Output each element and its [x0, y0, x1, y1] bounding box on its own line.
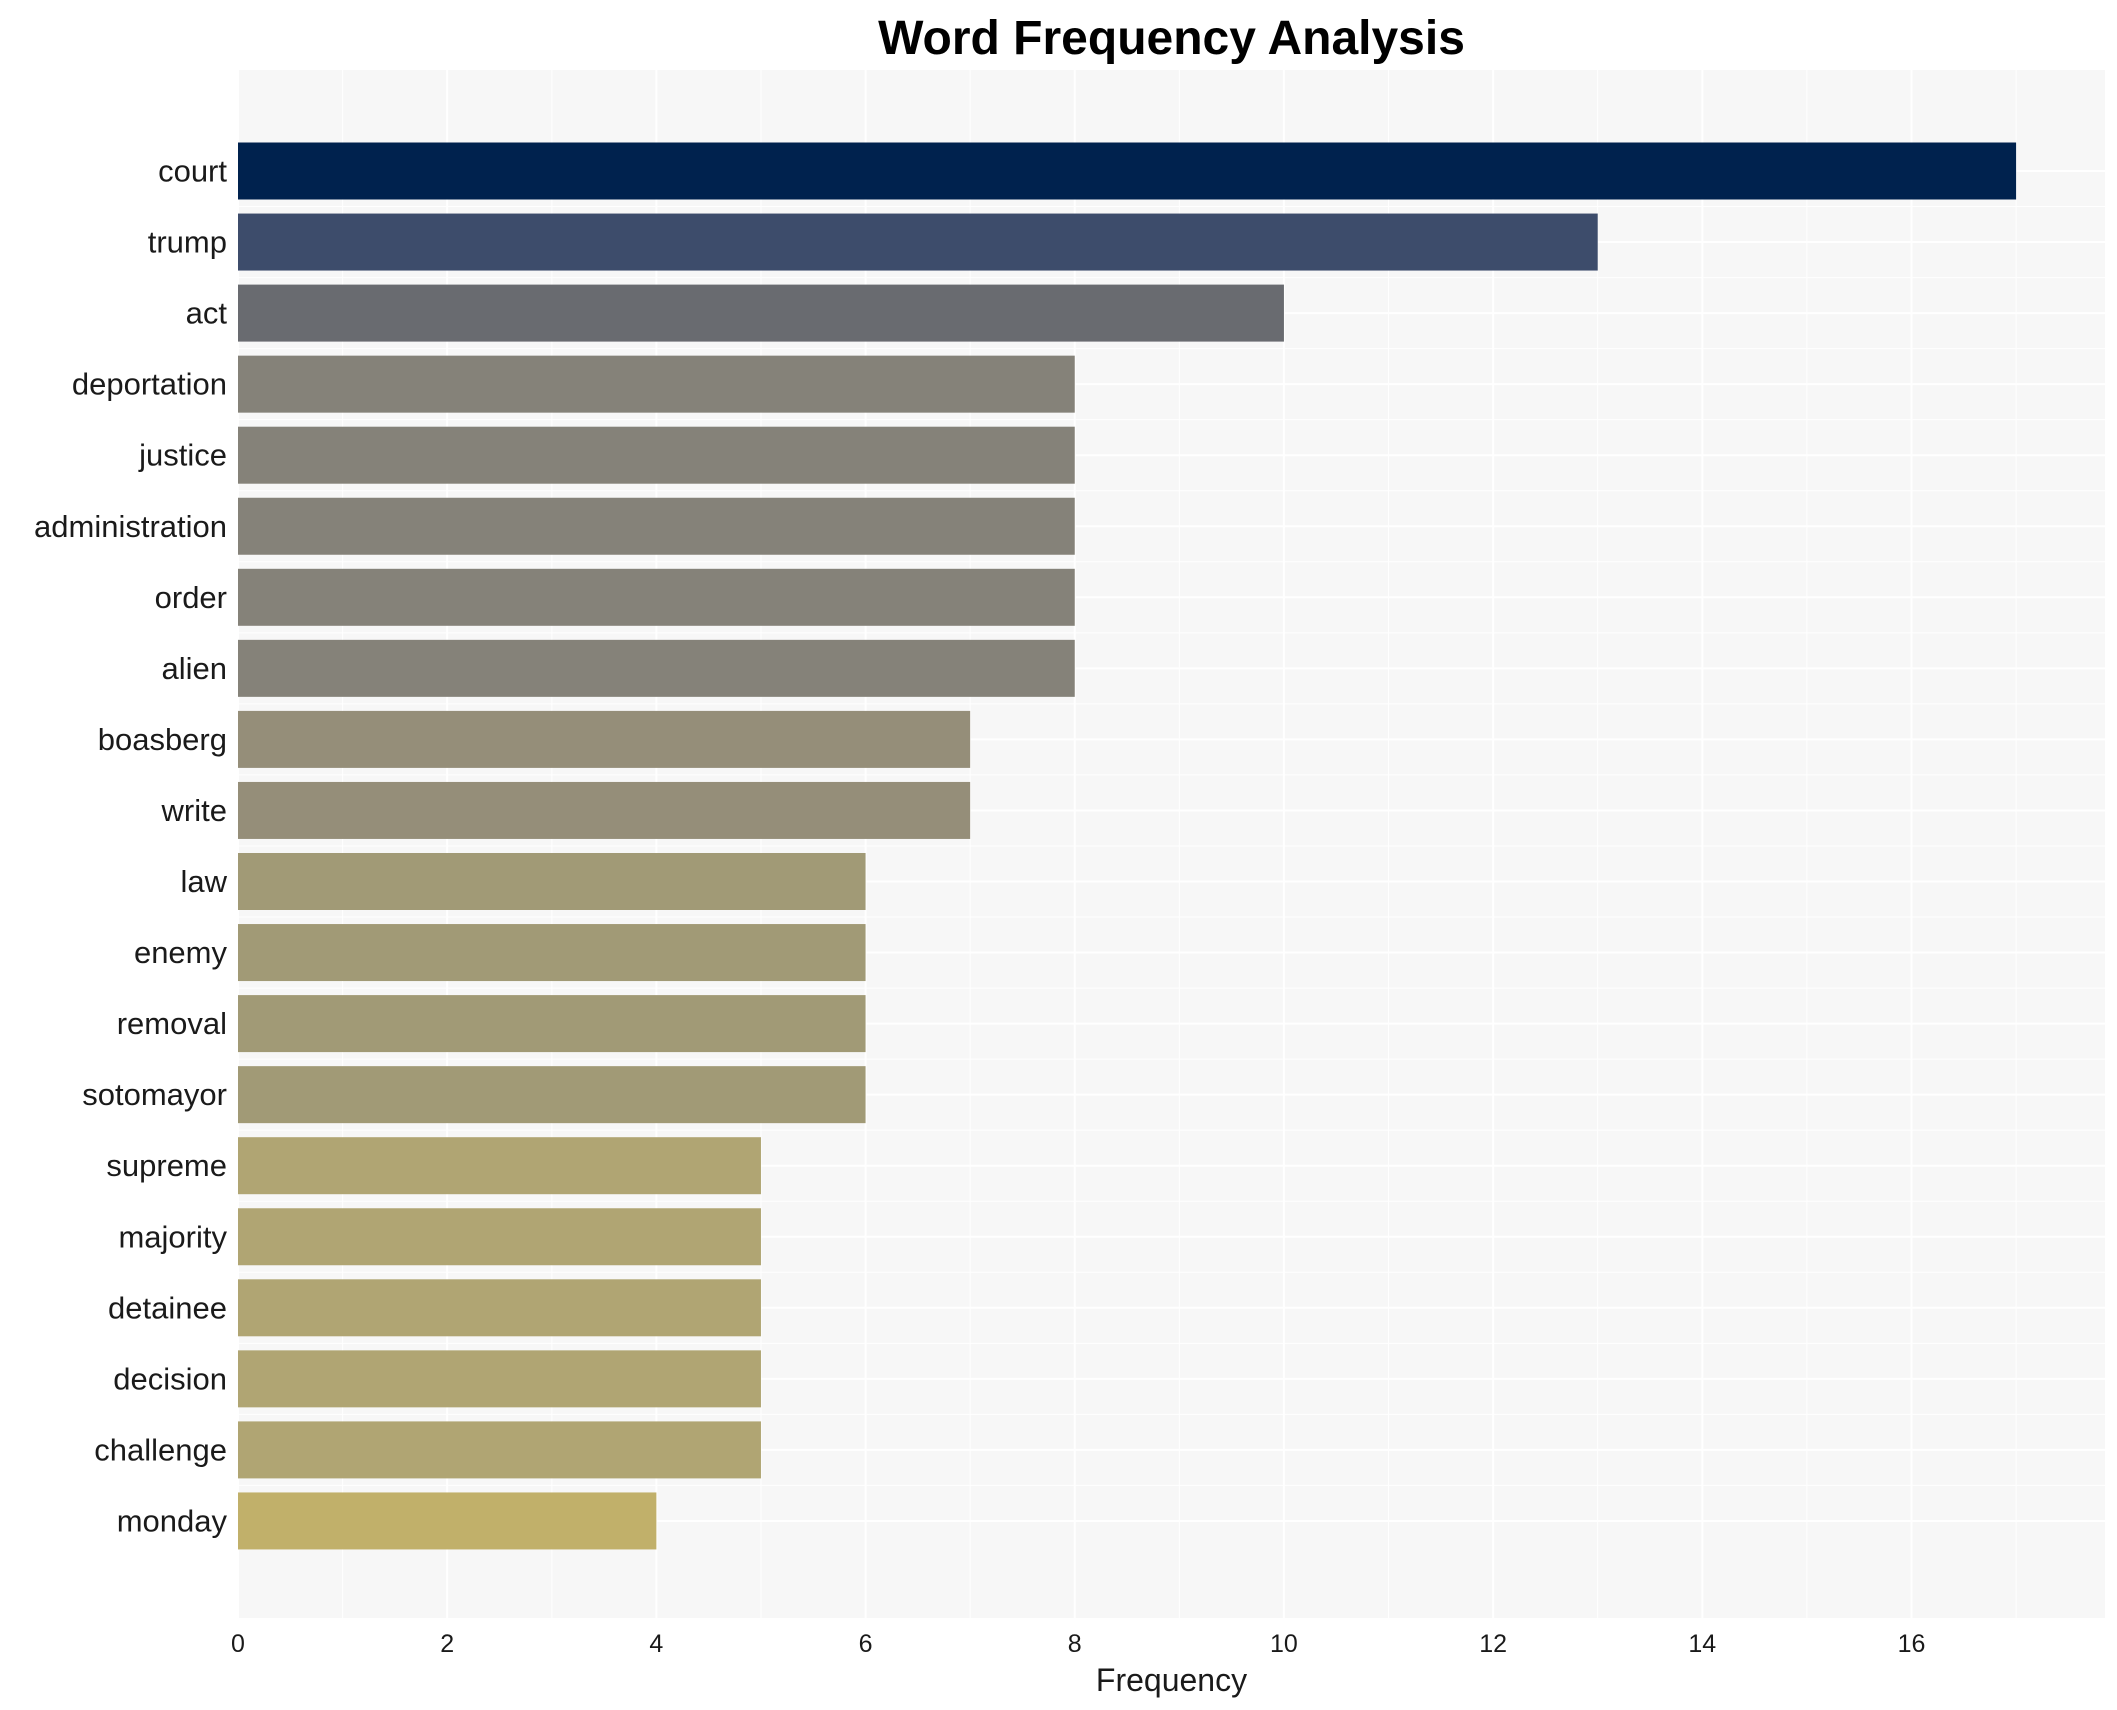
- bar-administration: [238, 498, 1075, 555]
- x-tick-label-6: 6: [859, 1630, 873, 1658]
- category-label-alien: alien: [162, 651, 228, 686]
- category-label-administration: administration: [34, 509, 227, 544]
- x-tick-label-16: 16: [1898, 1630, 1926, 1658]
- bar-trump: [238, 214, 1598, 271]
- bar-enemy: [238, 924, 866, 981]
- category-label-decision: decision: [113, 1361, 227, 1396]
- category-label-sotomayor: sotomayor: [82, 1077, 227, 1112]
- x-axis-label: Frequency: [1096, 1662, 1247, 1698]
- bar-write: [238, 782, 970, 839]
- x-tick-label-12: 12: [1479, 1630, 1507, 1658]
- category-label-law: law: [180, 864, 227, 899]
- bar-order: [238, 569, 1075, 626]
- category-label-challenge: challenge: [94, 1432, 227, 1467]
- bar-sotomayor: [238, 1066, 866, 1123]
- category-label-deportation: deportation: [72, 367, 227, 402]
- category-label-order: order: [155, 580, 227, 615]
- chart-title: Word Frequency Analysis: [878, 12, 1465, 65]
- x-tick-label-14: 14: [1688, 1630, 1716, 1658]
- bar-alien: [238, 640, 1075, 697]
- category-label-monday: monday: [117, 1503, 228, 1538]
- bar-detainee: [238, 1279, 761, 1336]
- x-tick-label-0: 0: [231, 1630, 245, 1658]
- bar-court: [238, 143, 2016, 200]
- x-tick-label-8: 8: [1068, 1630, 1082, 1658]
- category-label-boasberg: boasberg: [98, 722, 227, 757]
- category-label-act: act: [186, 296, 228, 331]
- category-label-majority: majority: [118, 1219, 227, 1254]
- bar-removal: [238, 995, 866, 1052]
- category-label-removal: removal: [117, 1006, 227, 1041]
- bar-law: [238, 853, 866, 910]
- x-tick-label-10: 10: [1270, 1630, 1298, 1658]
- category-label-enemy: enemy: [134, 935, 228, 970]
- bar-supreme: [238, 1137, 761, 1194]
- bar-majority: [238, 1208, 761, 1265]
- x-tick-label-4: 4: [649, 1630, 663, 1658]
- x-tick-label-2: 2: [440, 1630, 454, 1658]
- bar-justice: [238, 427, 1075, 484]
- category-label-supreme: supreme: [106, 1148, 227, 1183]
- category-label-court: court: [158, 154, 227, 189]
- bar-boasberg: [238, 711, 970, 768]
- category-label-trump: trump: [148, 225, 227, 260]
- bar-decision: [238, 1350, 761, 1407]
- bar-challenge: [238, 1421, 761, 1478]
- category-label-detainee: detainee: [108, 1290, 227, 1325]
- category-label-justice: justice: [138, 438, 227, 473]
- bar-act: [238, 285, 1284, 342]
- bar-monday: [238, 1492, 656, 1549]
- bar-deportation: [238, 356, 1075, 413]
- category-label-write: write: [161, 793, 227, 828]
